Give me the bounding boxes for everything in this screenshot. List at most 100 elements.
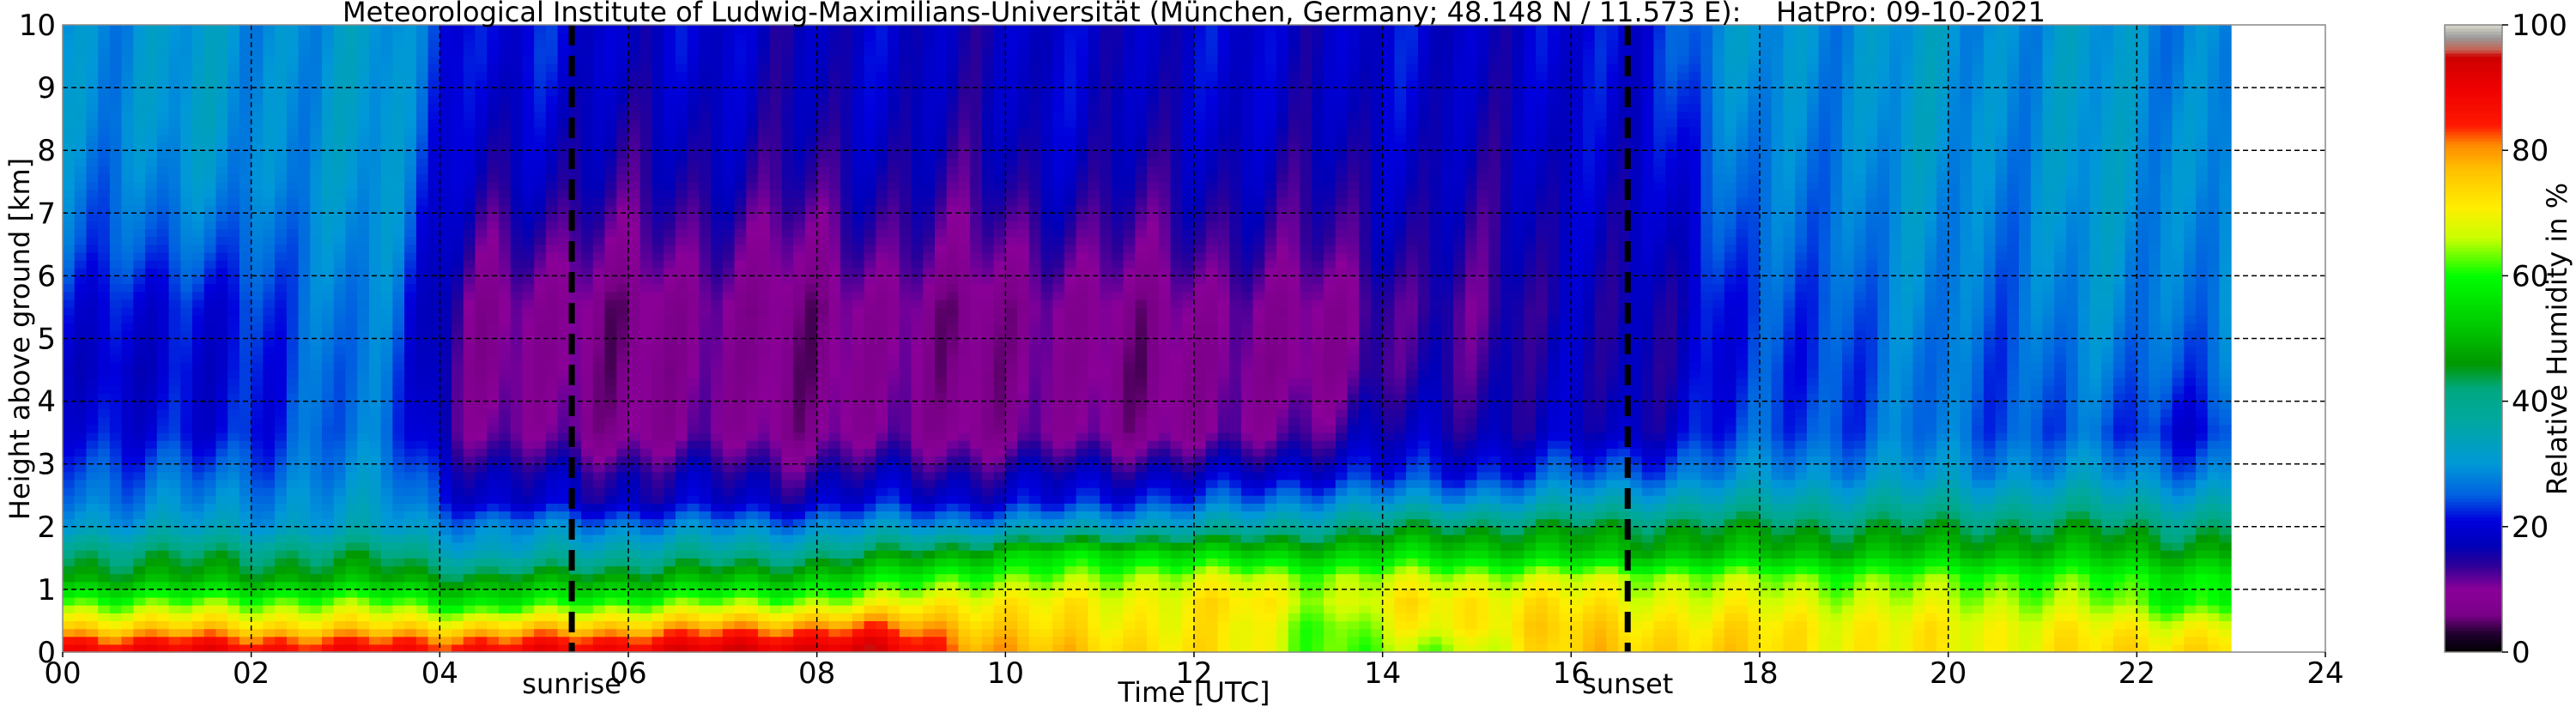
heatmap-cell (499, 80, 512, 88)
heatmap-cell (652, 80, 664, 88)
heatmap-cell (545, 283, 559, 293)
heatmap-cell (286, 503, 300, 512)
heatmap-cell (380, 425, 393, 433)
heatmap-cell (664, 636, 676, 645)
heatmap-cell (475, 456, 488, 465)
heatmap-cell (251, 613, 264, 621)
heatmap-cell (251, 401, 264, 410)
heatmap-cell (746, 244, 759, 253)
heatmap-cell (404, 166, 417, 175)
heatmap-cell (380, 95, 393, 104)
heatmap-cell (616, 323, 629, 331)
heatmap-cell (63, 228, 76, 238)
heatmap-cell (168, 487, 181, 496)
heatmap-cell (415, 306, 429, 316)
heatmap-cell (298, 252, 311, 261)
heatmap-cell (310, 408, 323, 418)
heatmap-cell (168, 142, 181, 151)
heatmap-cell (298, 103, 311, 112)
heatmap-cell (121, 228, 134, 238)
heatmap-cell (251, 605, 264, 613)
heatmap-cell (180, 480, 193, 488)
heatmap-cell (263, 197, 276, 206)
heatmap-cell (192, 103, 205, 112)
heatmap-cell (298, 346, 311, 355)
heatmap-cell (215, 88, 228, 96)
heatmap-cell (711, 440, 724, 449)
heatmap-cell (109, 471, 123, 480)
heatmap-cell (369, 338, 382, 347)
heatmap-cell (180, 126, 193, 136)
heatmap-cell (711, 197, 724, 206)
heatmap-cell (664, 565, 676, 575)
heatmap-cell (63, 605, 76, 613)
heatmap-cell (74, 385, 87, 394)
heatmap-cell (734, 511, 747, 520)
heatmap-cell (156, 534, 170, 543)
heatmap-cell (781, 401, 794, 410)
heatmap-cell (74, 330, 87, 340)
heatmap-cell (333, 48, 347, 57)
heatmap-cell (439, 425, 452, 433)
heatmap-cell (604, 644, 617, 653)
heatmap-cell (510, 573, 523, 583)
heatmap-cell (310, 236, 323, 245)
heatmap-cell (369, 88, 382, 96)
heatmap-cell (74, 150, 87, 159)
heatmap-cell (263, 158, 276, 166)
heatmap-cell (74, 480, 87, 488)
heatmap-cell (652, 518, 664, 528)
heatmap-cell (499, 416, 512, 426)
heatmap-cell (722, 158, 736, 166)
heatmap-cell (664, 88, 676, 96)
heatmap-cell (439, 573, 452, 583)
heatmap-cell (758, 425, 771, 433)
heatmap-cell (475, 495, 488, 504)
heatmap-cell (203, 456, 217, 465)
heatmap-cell (534, 495, 547, 504)
heatmap-cell (569, 401, 582, 410)
heatmap-cell (121, 330, 134, 340)
heatmap-cell (722, 166, 736, 175)
heatmap-cell (463, 323, 476, 331)
heatmap-cell (439, 118, 452, 128)
heatmap-cell (357, 393, 370, 402)
heatmap-cell (487, 283, 500, 293)
heatmap-cell (463, 275, 476, 285)
heatmap-cell (215, 189, 228, 198)
heatmap-cell (74, 440, 87, 449)
heatmap-cell (333, 408, 347, 418)
heatmap-cell (557, 346, 570, 355)
heatmap-cell (263, 283, 276, 293)
heatmap-cell (63, 573, 76, 583)
heatmap-cell (675, 315, 688, 323)
heatmap-cell (699, 589, 712, 598)
heatmap-cell (664, 118, 676, 128)
heatmap-cell (310, 581, 323, 590)
heatmap-cell (758, 299, 771, 308)
heatmap-cell (168, 315, 181, 323)
heatmap-cell (439, 315, 452, 323)
heatmap-cell (452, 111, 464, 120)
heatmap-cell (463, 213, 476, 221)
heatmap-cell (298, 88, 311, 96)
heatmap-cell (746, 338, 759, 347)
heatmap-cell (357, 480, 370, 488)
heatmap-cell (203, 385, 217, 394)
heatmap-cell (86, 260, 99, 269)
heatmap-cell (499, 205, 512, 214)
heatmap-cell (487, 63, 500, 73)
heatmap-cell (392, 432, 405, 441)
heatmap-cell (581, 401, 594, 410)
heatmap-cell (345, 142, 358, 151)
heatmap-cell (499, 385, 512, 394)
heatmap-cell (286, 401, 300, 410)
heatmap-cell (510, 495, 523, 504)
heatmap-cell (121, 95, 134, 104)
heatmap-cell (675, 166, 688, 175)
heatmap-cell (63, 189, 76, 198)
heatmap-cell (203, 315, 217, 323)
heatmap-cell (333, 142, 347, 151)
heatmap-cell (734, 518, 747, 528)
heatmap-cell (758, 463, 771, 473)
